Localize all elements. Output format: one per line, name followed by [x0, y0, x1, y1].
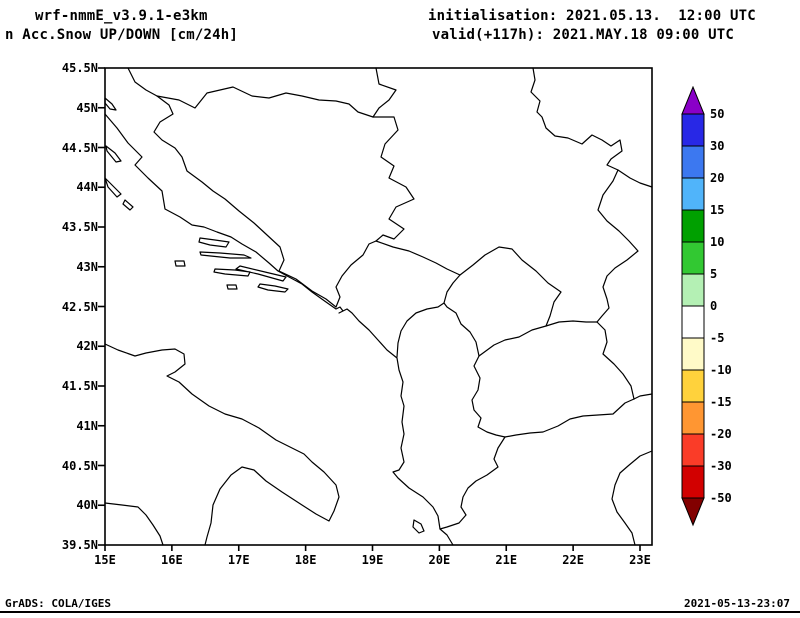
colorbar-band [681, 209, 705, 243]
border-croatia-serbia [372, 67, 397, 118]
colorbar-band [681, 145, 705, 179]
colorbar-tick-label: 5 [710, 267, 718, 281]
y-tick-label: 44.5N [61, 140, 98, 155]
colorbar-tick-label: 15 [710, 203, 725, 217]
colorbar-tick-label: 50 [710, 107, 725, 121]
y-tick-label: 45.5N [61, 61, 98, 75]
border-bosnia-montenegro [335, 240, 377, 308]
x-tick-label: 20E [428, 553, 451, 567]
colorbar-band [681, 465, 705, 499]
y-tick-label: 40.5N [61, 458, 98, 473]
colorbar-band [681, 273, 705, 307]
colorbar-tick-label: 10 [710, 235, 725, 249]
x-tick-label: 21E [495, 553, 518, 567]
colorbar-arrow-top [681, 86, 705, 115]
axis-ticks [98, 67, 641, 551]
colorbar-band [681, 305, 705, 339]
adriatic-islands [104, 97, 425, 534]
colorbar-tick-label: -5 [710, 331, 725, 345]
valid-time: valid(+117h): 2021.MAY.18 09:00 UTC [432, 27, 735, 43]
colorbar-tick-label: -30 [710, 459, 732, 473]
colorbar-band [681, 241, 705, 275]
y-tick-label: 40N [76, 498, 98, 513]
coastline-croatia-montenegro-albania [104, 113, 454, 546]
colorbar-band [681, 369, 705, 403]
y-tick-label: 41N [76, 418, 98, 433]
x-tick-label: 16E [161, 553, 183, 567]
coastline-italy-adriatic [104, 343, 340, 546]
border-slovenia-croatia-bosnia-west [127, 67, 337, 308]
border-montenegro-albania [396, 302, 445, 358]
border-albania-greece [439, 436, 506, 530]
y-tick-label: 45N [76, 100, 98, 115]
border-serbia-bulgaria [596, 169, 639, 323]
y-tick-label: 39.5N [61, 538, 98, 552]
colorbar-band [681, 433, 705, 467]
init-time: initialisation: 2021.05.13. 12:00 UTC [428, 8, 756, 24]
x-tick-label: 18E [294, 553, 317, 567]
border-macedonia-greece [504, 398, 635, 438]
coastlines-and-borders [104, 67, 653, 546]
border-serbia-macedonia [545, 320, 598, 327]
y-tick-label: 43.5N [61, 220, 98, 234]
colorbar [681, 86, 705, 527]
colorbar-tick-label: 0 [710, 299, 718, 313]
colorbar-band [681, 401, 705, 435]
y-tick-label: 43N [76, 259, 98, 274]
y-tick-label: 42N [76, 339, 98, 354]
coastline-greece-aegean [611, 450, 653, 546]
border-sava-bosnia-north [156, 86, 374, 118]
x-tick-label: 22E [562, 553, 584, 567]
y-tick-label: 41.5N [61, 379, 98, 393]
colorbar-tick-label: -50 [710, 491, 732, 505]
colorbar-tick-label: 30 [710, 139, 725, 153]
colorbar-band [681, 177, 705, 211]
border-drina-bosnia-serbia [372, 116, 415, 242]
x-tick-label: 19E [361, 553, 384, 567]
colorbar-tick-label: -20 [710, 427, 732, 441]
colorbar-band [681, 113, 705, 147]
colorbar-tick-label: -10 [710, 363, 732, 377]
creation-timestamp: 2021-05-13-23:07 [684, 597, 790, 610]
colorbar-arrow-bottom [681, 497, 705, 527]
border-montenegro-serbia [375, 240, 461, 276]
bottom-rule [0, 611, 800, 613]
border-kosovo [443, 246, 562, 357]
border-macedonia-bulgaria [596, 321, 635, 400]
model-title: wrf-nmmE_v3.9.1-e3km [35, 8, 208, 24]
plot-frame [104, 67, 653, 546]
x-tick-label: 23E [629, 553, 651, 567]
product-title: n Acc.Snow UP/DOWN [cm/24h] [5, 27, 238, 43]
border-greece-bulgaria [633, 393, 653, 400]
x-tick-label: 15E [94, 553, 116, 567]
border-bulgaria-romania [617, 169, 653, 188]
y-tick-label: 44N [76, 180, 98, 195]
grads-credit: GrADS: COLA/IGES [5, 597, 111, 610]
border-albania-macedonia [471, 355, 506, 438]
x-tick-label: 17E [227, 553, 250, 567]
border-serbia-romania-danube [530, 67, 623, 171]
coastline-italy-tyrrhenian [104, 502, 164, 546]
colorbar-band [681, 337, 705, 371]
y-tick-label: 42.5N [61, 299, 98, 314]
colorbar-tick-label: -15 [710, 395, 732, 409]
colorbar-tick-label: 20 [710, 171, 725, 185]
